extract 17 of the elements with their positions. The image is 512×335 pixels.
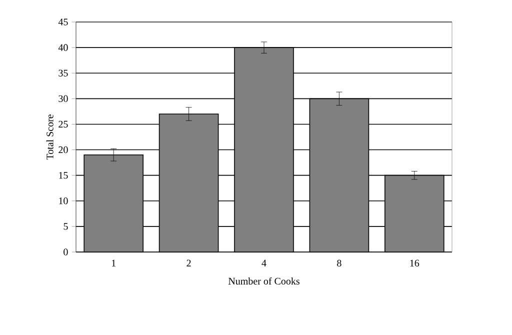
y-tick-label: 10 bbox=[59, 198, 68, 204]
y-tick-label: 30 bbox=[58, 95, 68, 102]
y-tick-label: 35 bbox=[58, 70, 68, 76]
x-tick-label: 16 bbox=[410, 260, 420, 266]
x-tick-label: 4 bbox=[262, 260, 266, 266]
y-tick-label: 0 bbox=[64, 248, 68, 256]
x-axis-title: Number of Cooks bbox=[228, 277, 300, 285]
x-tick-label: 8 bbox=[337, 260, 342, 267]
y-tick-label: 20 bbox=[58, 146, 68, 154]
y-axis-title: Total Score bbox=[46, 114, 54, 160]
y-tick-label: 45 bbox=[58, 18, 68, 26]
y-tick-label: 15 bbox=[59, 172, 68, 179]
y-tick-label: 25 bbox=[58, 120, 68, 128]
x-tick-label: 1 bbox=[112, 260, 116, 266]
y-tick-label: 40 bbox=[58, 44, 68, 51]
x-tick-label: 2 bbox=[186, 260, 191, 266]
y-tick-label: 5 bbox=[64, 223, 68, 230]
